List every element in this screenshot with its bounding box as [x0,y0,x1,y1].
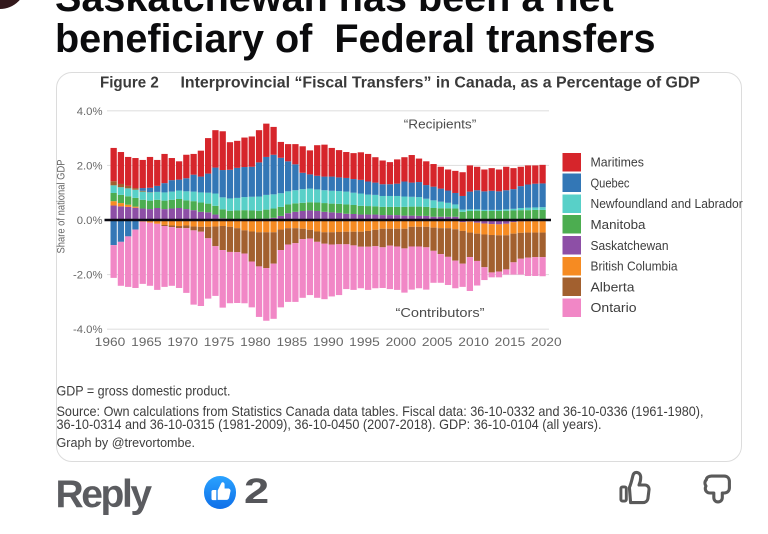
svg-text:Maritimes: Maritimes [591,155,645,170]
svg-text:Figure 2: Figure 2 [100,74,159,91]
svg-text:2005: 2005 [422,335,453,349]
svg-text:1990: 1990 [313,335,344,349]
svg-text:GDP = gross domestic product.: GDP = gross domestic product. [57,383,231,399]
svg-text:1985: 1985 [277,335,308,349]
svg-text:-4.0%: -4.0% [73,324,103,336]
svg-text:“Contributors”: “Contributors” [396,305,485,320]
svg-text:-2.0%: -2.0% [73,270,103,282]
svg-text:1980: 1980 [240,335,271,349]
svg-text:Quebec: Quebec [591,175,630,190]
svg-text:4.0%: 4.0% [77,106,103,118]
svg-text:2015: 2015 [495,335,526,349]
svg-text:2.0%: 2.0% [77,160,103,172]
svg-text:Saskatchewan: Saskatchewan [591,238,669,253]
svg-text:2020: 2020 [531,335,562,349]
svg-text:Alberta: Alberta [591,279,636,294]
svg-text:36-10-0314 and 36-10-0315 (198: 36-10-0314 and 36-10-0315 (1981-2009), 3… [57,416,602,432]
svg-text:0.0%: 0.0% [77,215,103,227]
svg-text:Interprovincial “Fiscal Transf: Interprovincial “Fiscal Transfers” in Ca… [181,74,701,91]
svg-text:1975: 1975 [204,335,235,349]
svg-text:Source: Own calculations from: Source: Own calculations from Statistics… [57,403,704,419]
svg-text:1965: 1965 [131,335,162,349]
svg-text:Newfoundland and Labrador: Newfoundland and Labrador [591,196,744,211]
svg-text:1995: 1995 [349,335,380,349]
svg-text:“Recipients”: “Recipients” [404,117,477,132]
svg-text:Manitoba: Manitoba [591,217,647,232]
svg-text:Ontario: Ontario [591,300,637,315]
svg-text:Share of national GDP: Share of national GDP [56,160,68,254]
svg-text:British Columbia: British Columbia [591,259,679,274]
svg-text:2010: 2010 [458,335,489,349]
svg-text:2000: 2000 [386,335,417,349]
svg-text:Graph by @trevortombe.: Graph by @trevortombe. [57,436,196,450]
svg-text:1970: 1970 [167,335,198,349]
svg-text:1960: 1960 [95,335,126,349]
